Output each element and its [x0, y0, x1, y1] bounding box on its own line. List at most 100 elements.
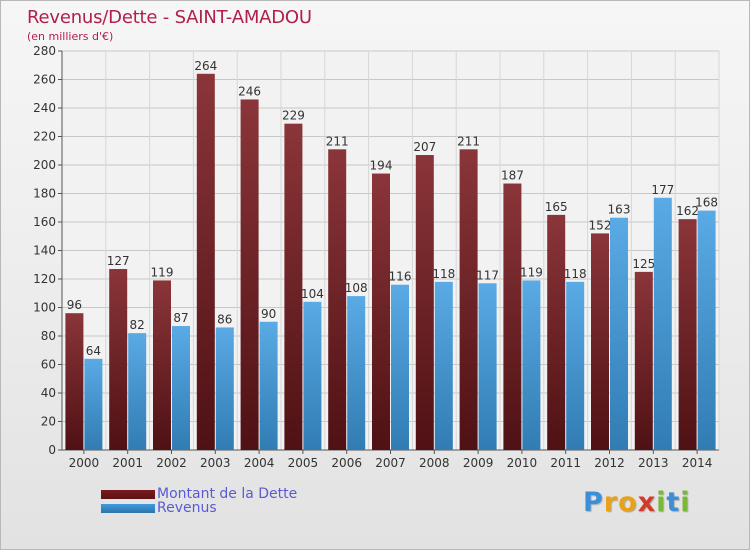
data-label-dette: 119: [151, 265, 174, 279]
y-tick-label: 140: [33, 244, 56, 258]
x-tick-label: 2008: [419, 456, 450, 470]
legend-item-dette: Montant de la Dette: [101, 487, 297, 501]
x-tick-label: 2003: [200, 456, 231, 470]
bar-revenus: [84, 358, 103, 450]
y-tick-label: 220: [33, 130, 56, 144]
bar-dette: [591, 233, 609, 450]
data-label-revenus: 64: [86, 344, 101, 358]
y-tick-label: 120: [33, 272, 56, 286]
data-label-dette: 127: [107, 254, 130, 268]
x-tick-label: 2010: [507, 456, 538, 470]
legend-swatch-dette: [101, 489, 155, 499]
data-label-dette: 229: [282, 109, 305, 123]
legend-swatch-revenus: [101, 503, 155, 513]
bar-dette: [196, 73, 215, 451]
data-label-dette: 246: [238, 84, 261, 98]
data-label-dette: 162: [676, 204, 699, 218]
data-label-dette: 125: [632, 257, 655, 271]
logo-letter: P: [583, 487, 604, 518]
x-tick-label: 2005: [288, 456, 319, 470]
x-tick-label: 2007: [375, 456, 406, 470]
bar-revenus: [653, 197, 672, 450]
logo-letter: r: [603, 487, 619, 518]
y-tick-label: 100: [33, 301, 56, 315]
data-label-dette: 211: [326, 134, 349, 148]
bar-revenus: [478, 283, 497, 450]
logo-letter: t: [666, 487, 681, 518]
data-label-revenus: 108: [345, 281, 368, 295]
data-label-revenus: 104: [301, 287, 324, 301]
data-label-dette: 187: [501, 169, 524, 183]
data-label-revenus: 82: [130, 318, 145, 332]
bar-revenus: [522, 280, 541, 450]
legend-label-dette: Montant de la Dette: [157, 486, 298, 502]
bar-revenus: [128, 333, 147, 450]
x-tick-label: 2004: [244, 456, 275, 470]
logo-letter: x: [637, 487, 657, 518]
x-tick-label: 2000: [69, 456, 100, 470]
data-label-revenus: 90: [261, 307, 276, 321]
data-label-dette: 152: [589, 218, 612, 232]
y-tick-label: 200: [33, 158, 56, 172]
bar-dette: [503, 183, 522, 450]
x-tick-label: 2002: [156, 456, 187, 470]
x-tick-label: 2011: [550, 456, 581, 470]
bar-revenus: [391, 284, 409, 450]
y-tick-label: 180: [33, 187, 56, 201]
data-label-revenus: 168: [695, 196, 718, 210]
bar-dette: [328, 149, 347, 450]
bar-revenus: [347, 296, 366, 450]
bar-revenus: [172, 326, 190, 450]
data-label-dette: 211: [457, 134, 480, 148]
y-tick-label: 40: [41, 386, 56, 400]
data-label-revenus: 177: [651, 183, 674, 197]
y-tick-label: 160: [33, 215, 56, 229]
legend-item-revenus: Revenus: [101, 501, 297, 515]
y-tick-label: 0: [48, 443, 56, 457]
bar-dette: [284, 123, 303, 451]
x-tick-label: 2014: [682, 456, 713, 470]
bar-dette: [153, 280, 171, 450]
data-label-dette: 165: [545, 200, 568, 214]
bar-revenus: [610, 217, 628, 450]
bar-revenus: [303, 301, 322, 450]
x-tick-label: 2009: [463, 456, 494, 470]
bar-dette: [415, 155, 434, 450]
bar-dette: [109, 269, 128, 450]
chart-subtitle: (en milliers d'€): [27, 30, 114, 43]
logo-letter: i: [680, 487, 691, 518]
bar-dette: [678, 219, 697, 450]
y-tick-label: 240: [33, 101, 56, 115]
x-tick-label: 2006: [331, 456, 362, 470]
data-label-dette: 96: [67, 298, 82, 312]
data-label-dette: 207: [413, 140, 436, 154]
data-label-revenus: 87: [173, 311, 188, 325]
bar-revenus: [566, 281, 585, 450]
bar-revenus: [697, 210, 716, 450]
bar-dette: [372, 173, 390, 451]
y-tick-label: 20: [41, 415, 56, 429]
data-label-revenus: 118: [564, 267, 587, 281]
x-tick-label: 2012: [594, 456, 625, 470]
bar-dette: [634, 271, 653, 450]
logo-letter: o: [618, 487, 638, 518]
bar-revenus: [434, 281, 453, 450]
data-label-revenus: 86: [217, 312, 232, 326]
data-label-revenus: 163: [608, 203, 631, 217]
data-label-dette: 194: [370, 159, 393, 173]
y-tick-label: 80: [41, 329, 56, 343]
data-label-revenus: 116: [389, 270, 412, 284]
bar-dette: [547, 214, 566, 450]
data-label-revenus: 118: [432, 267, 455, 281]
bar-dette: [459, 149, 478, 450]
data-label-revenus: 119: [520, 265, 543, 279]
proxiti-logo: Proxiti: [583, 487, 691, 518]
legend-label-revenus: Revenus: [157, 500, 217, 516]
y-tick-label: 60: [41, 358, 56, 372]
chart-title: Revenus/Dette - SAINT-AMADOU: [27, 7, 312, 28]
y-tick-label: 280: [33, 44, 56, 58]
x-tick-label: 2013: [638, 456, 669, 470]
bar-revenus: [259, 321, 278, 450]
data-label-revenus: 117: [476, 268, 499, 282]
